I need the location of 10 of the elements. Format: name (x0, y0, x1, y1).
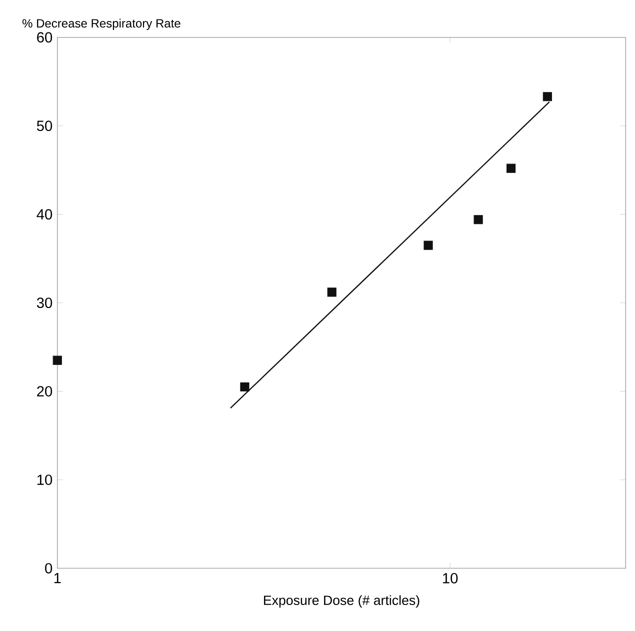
y-tick-label: 0 (45, 563, 52, 574)
x-tick-label: 1 (54, 573, 61, 584)
y-tick-label: 40 (36, 209, 52, 220)
y-tick-label: 30 (36, 298, 52, 308)
y-tick-label: 60 (37, 32, 52, 43)
y-axis-title: % Decrease Respiratory Rate (22, 18, 180, 30)
y-tick-label: 50 (36, 120, 52, 132)
y-tick-label: 20 (37, 386, 52, 396)
x-axis-title: Exposure Dose (# articles) (264, 595, 420, 608)
y-tick-label: 10 (37, 474, 52, 485)
